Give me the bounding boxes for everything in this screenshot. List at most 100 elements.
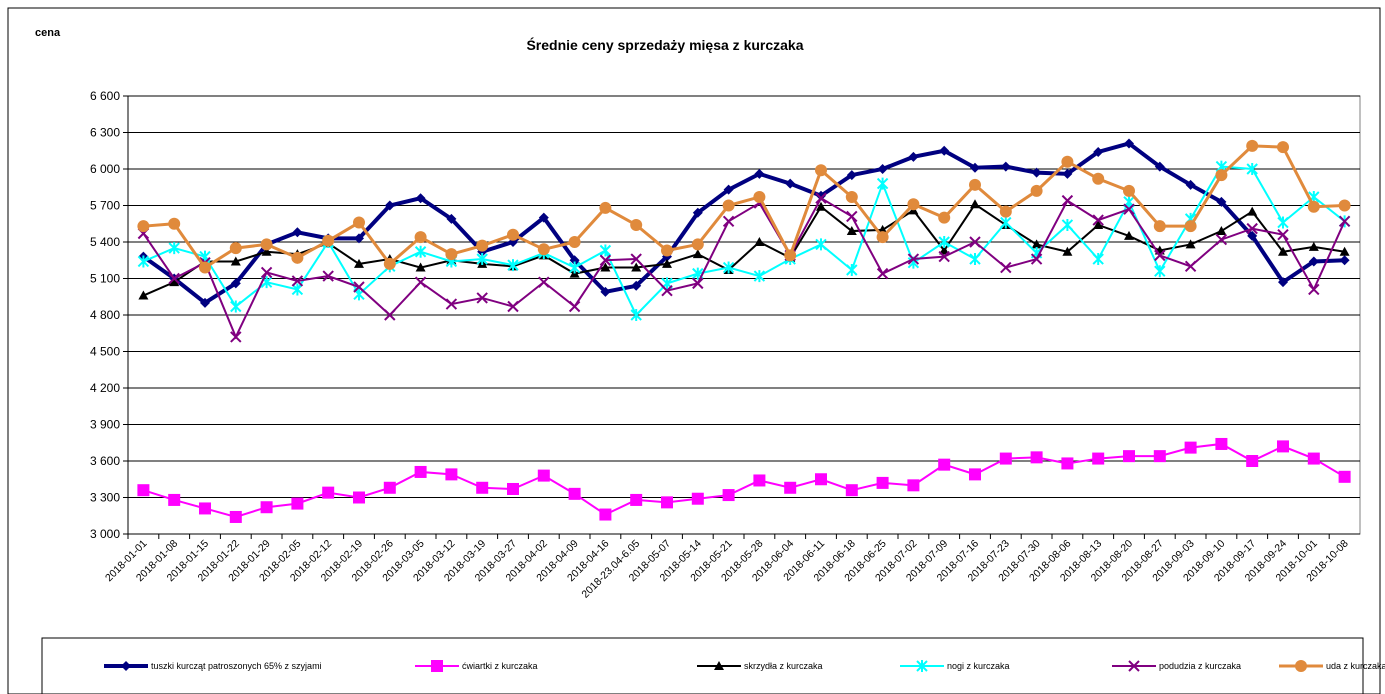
marker [1185, 179, 1196, 190]
marker [1308, 283, 1320, 296]
series-line [143, 202, 1345, 297]
marker [1246, 222, 1258, 235]
marker [1215, 233, 1228, 246]
marker [1308, 256, 1319, 267]
marker [1000, 216, 1012, 229]
marker [507, 228, 519, 241]
series-line [143, 165, 1346, 317]
marker [1092, 452, 1105, 465]
marker [1339, 246, 1350, 256]
marker [445, 248, 458, 261]
legend-label: tuszki kurcząt patroszonych 65% z szyjam… [151, 661, 322, 671]
marker [538, 276, 550, 288]
marker [1123, 450, 1135, 463]
marker [291, 497, 304, 510]
marker [538, 212, 549, 223]
chart-title: Średnie ceny sprzedaży mięsa z kurczaka [526, 36, 803, 53]
marker [569, 255, 580, 266]
marker [1278, 246, 1288, 256]
marker [907, 479, 920, 492]
marker [446, 213, 457, 224]
marker [969, 468, 981, 481]
marker [815, 473, 827, 486]
marker [631, 280, 642, 291]
marker [630, 253, 642, 265]
marker [846, 210, 858, 223]
legend-marker [1128, 660, 1140, 672]
y-tick-label: 5 100 [90, 272, 120, 286]
marker [662, 258, 672, 268]
marker [1153, 220, 1166, 233]
series [137, 139, 1351, 274]
marker [1123, 203, 1135, 215]
marker [876, 231, 889, 244]
marker [661, 244, 673, 257]
marker [1308, 241, 1319, 251]
marker [199, 261, 211, 274]
marker [354, 258, 364, 268]
marker [1092, 253, 1104, 266]
marker [1216, 226, 1227, 236]
y-tick-label: 6 000 [90, 162, 120, 176]
marker [816, 190, 826, 201]
marker [383, 481, 396, 494]
marker [815, 192, 827, 204]
marker [630, 218, 643, 231]
marker [414, 245, 427, 258]
marker [230, 300, 242, 313]
marker [631, 262, 642, 272]
marker [1277, 141, 1289, 154]
marker [722, 215, 735, 228]
marker [845, 484, 858, 497]
marker [599, 508, 612, 521]
marker [507, 259, 519, 272]
marker [1215, 437, 1228, 450]
series-line [142, 141, 1345, 306]
marker [445, 468, 458, 481]
marker [846, 263, 858, 276]
marker [476, 292, 488, 304]
marker [908, 151, 919, 162]
marker [1277, 440, 1289, 453]
marker [969, 236, 981, 248]
marker [599, 244, 612, 257]
marker [599, 201, 612, 214]
marker [630, 309, 642, 321]
marker [784, 249, 797, 262]
marker [1184, 260, 1197, 273]
legend-label: uda z kurczaka [1326, 661, 1385, 671]
marker [1185, 239, 1196, 249]
marker [691, 492, 704, 505]
legend-marker [121, 661, 131, 671]
marker [568, 261, 581, 274]
marker [1338, 470, 1351, 483]
marker [970, 162, 980, 173]
marker [260, 238, 273, 251]
marker [1093, 146, 1104, 157]
series [137, 437, 1351, 523]
marker [1061, 194, 1074, 207]
marker [1092, 172, 1105, 185]
marker [876, 476, 889, 489]
marker [384, 309, 396, 321]
marker [568, 236, 581, 248]
marker [1307, 452, 1320, 465]
marker [1338, 215, 1351, 228]
marker [600, 262, 611, 272]
marker [1246, 163, 1258, 175]
marker [322, 270, 334, 282]
marker [199, 502, 211, 515]
marker [1154, 161, 1165, 172]
marker [876, 177, 889, 190]
marker [1153, 450, 1166, 463]
marker [168, 242, 180, 255]
marker [939, 245, 950, 255]
marker [1307, 200, 1320, 213]
marker [845, 190, 858, 203]
marker [353, 281, 365, 293]
marker [877, 164, 888, 174]
marker [383, 257, 396, 270]
marker [938, 236, 950, 248]
marker [970, 199, 980, 209]
